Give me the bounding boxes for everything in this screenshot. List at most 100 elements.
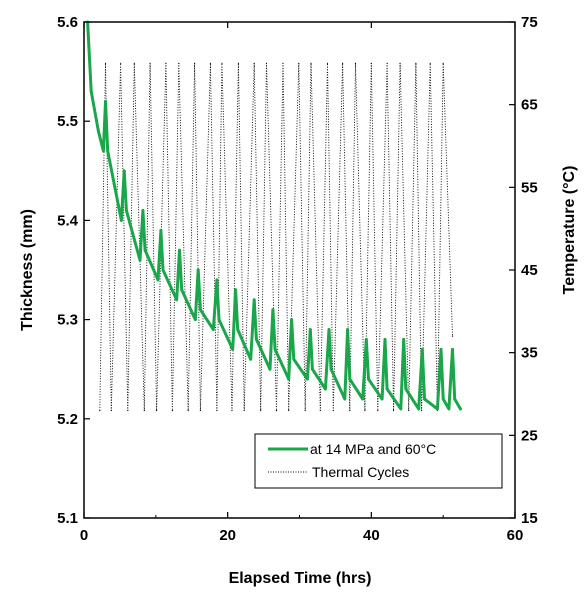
- thickness-point: [106, 149, 110, 153]
- thickness-point: [124, 209, 128, 212]
- y-left-tick-label: 5.3: [57, 312, 78, 329]
- thermal-cycles-point: [187, 409, 189, 412]
- thermal-cycles-point: [231, 409, 233, 412]
- thermal-cycles-point: [354, 62, 357, 64]
- y-left-tick-label: 5.6: [57, 14, 78, 31]
- thermal-cycles-point: [415, 62, 417, 64]
- thermal-cycles-point: [178, 62, 180, 64]
- thermal-cycles-point: [265, 62, 268, 64]
- thickness-point: [231, 347, 235, 351]
- thermal-cycles-point: [319, 409, 321, 412]
- thickness-point: [404, 387, 408, 391]
- y-right-tick-label: 25: [521, 427, 538, 444]
- thickness-point: [417, 407, 421, 411]
- thermal-cycles-point: [110, 409, 112, 412]
- thickness-point: [364, 338, 368, 341]
- thickness-point: [255, 338, 258, 341]
- thickness-point: [361, 397, 365, 401]
- thickness-point: [180, 288, 184, 292]
- thermal-cycles-point: [288, 409, 290, 412]
- thickness-point: [451, 347, 454, 351]
- thermal-cycles-point: [342, 62, 344, 64]
- thermal-cycles-layer: [99, 62, 454, 412]
- thermal-cycles-point: [304, 409, 306, 412]
- y-right-tick-label: 15: [521, 510, 538, 527]
- thermal-cycles-point: [421, 409, 423, 412]
- thickness-point: [436, 407, 439, 411]
- thickness-point: [156, 278, 160, 282]
- thermal-cycles-point: [253, 62, 255, 64]
- thermal-cycles-point: [349, 409, 351, 412]
- thermal-cycles-point: [310, 62, 312, 64]
- thickness-point: [89, 90, 93, 93]
- thermal-cycles-point: [332, 409, 334, 412]
- thermal-cycles-point: [155, 409, 158, 412]
- thickness-point: [308, 328, 312, 331]
- y-right-tick-label: 55: [521, 179, 538, 196]
- thickness-point: [439, 347, 443, 351]
- y-right-tick-label: 65: [521, 97, 538, 114]
- y-right-tick-label: 35: [521, 345, 538, 362]
- thermal-cycles-point: [171, 409, 173, 412]
- thermal-cycles-point: [165, 62, 167, 64]
- thickness-point: [423, 397, 426, 401]
- x-tick-label: 20: [219, 527, 236, 544]
- thickness-point: [399, 407, 403, 411]
- thickness-point: [447, 407, 451, 411]
- y-right-tick-label: 75: [521, 14, 538, 31]
- thermal-cycles-point: [243, 409, 245, 412]
- y-left-tick-label: 5.5: [57, 113, 78, 130]
- thickness-layer: [86, 20, 462, 411]
- thermal-cycles-point: [260, 409, 262, 412]
- thermal-cycles-point: [216, 409, 218, 412]
- axis-ticks: 0 20 40 60 5.1 5.2 5.3 5.4 5.5 5.6 15 25 35 45 55 65 75: [57, 14, 538, 544]
- legend: at 14 MPa and 60°C Thermal Cycles: [254, 433, 503, 489]
- thickness-point: [453, 397, 457, 401]
- legend-label-thickness: at 14 MPa and 60°C: [310, 441, 436, 457]
- thermal-cycles-point: [199, 409, 201, 412]
- thermal-cycles-point: [429, 62, 431, 64]
- thickness-point: [236, 328, 240, 331]
- x-tick-label: 0: [80, 527, 88, 544]
- thickness-point: [96, 129, 100, 133]
- thickness-point: [287, 377, 291, 381]
- thickness-point: [383, 338, 387, 341]
- x-tick-label: 40: [363, 527, 380, 544]
- y-left-tick-label: 5.2: [57, 411, 78, 428]
- thermal-cycles-point: [209, 62, 212, 64]
- thermal-cycles-point: [326, 62, 329, 64]
- legend-box: [254, 433, 503, 489]
- y-left-tick-label: 5.1: [57, 510, 78, 527]
- thickness-point: [198, 308, 202, 312]
- thickness-point: [273, 347, 277, 351]
- thickness-point: [161, 268, 165, 272]
- thickness-point: [215, 278, 219, 282]
- thickness-point: [380, 397, 384, 401]
- thickness-point: [329, 367, 333, 371]
- thermal-cycles-point: [99, 409, 101, 412]
- thickness-point: [159, 228, 163, 232]
- thickness-point: [327, 328, 331, 331]
- thickness-point: [211, 328, 215, 331]
- thickness-point: [193, 318, 197, 321]
- thickness-point: [196, 268, 200, 272]
- legend-label-thermal: Thermal Cycles: [312, 464, 409, 480]
- thickness-point: [459, 407, 462, 411]
- y-right-axis-title: Temperature (°C): [561, 166, 578, 295]
- thermal-cycles-point: [104, 62, 107, 64]
- thermal-cycles-point: [393, 409, 395, 412]
- thickness-point: [143, 248, 147, 252]
- series-thickness-line: [86, 20, 462, 411]
- thickness-point: [249, 357, 253, 361]
- thickness-point: [323, 387, 327, 391]
- thickness-point: [252, 298, 256, 302]
- thickness-point: [306, 377, 309, 381]
- thermal-cycles-point: [386, 62, 388, 64]
- thickness-point: [119, 219, 123, 222]
- thickness-point: [178, 248, 181, 252]
- thickness-point: [346, 328, 350, 331]
- thickness-point: [234, 288, 237, 292]
- thermal-cycles-point: [442, 62, 444, 64]
- y-left-tick-label: 5.4: [57, 212, 79, 229]
